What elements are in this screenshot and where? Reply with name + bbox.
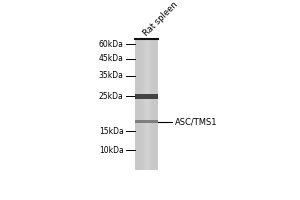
Bar [146,39,147,170]
Bar [135,39,136,170]
Bar [141,39,142,170]
Bar [151,39,152,170]
Text: 25kDa: 25kDa [99,92,124,101]
Text: Rat spleen: Rat spleen [142,0,180,38]
Bar [139,39,140,170]
Bar [135,120,158,123]
Bar [136,39,137,170]
Bar [142,39,143,170]
Bar [145,39,146,170]
Text: 10kDa: 10kDa [99,146,124,155]
Bar [153,39,154,170]
Text: 35kDa: 35kDa [99,71,124,80]
Bar [152,39,153,170]
Bar [143,39,144,170]
Bar [135,94,158,99]
Text: 15kDa: 15kDa [99,127,124,136]
Bar [149,39,150,170]
Text: 60kDa: 60kDa [99,40,124,49]
Text: ASC/TMS1: ASC/TMS1 [175,117,217,126]
Bar [157,39,158,170]
Bar [155,39,156,170]
Bar [147,39,148,170]
Bar [140,39,141,170]
Bar [148,39,149,170]
Bar [138,39,139,170]
Bar [137,39,138,170]
Bar [135,39,158,170]
Bar [156,39,157,170]
Bar [154,39,155,170]
Bar [144,39,145,170]
Bar [150,39,151,170]
Text: 45kDa: 45kDa [99,54,124,63]
